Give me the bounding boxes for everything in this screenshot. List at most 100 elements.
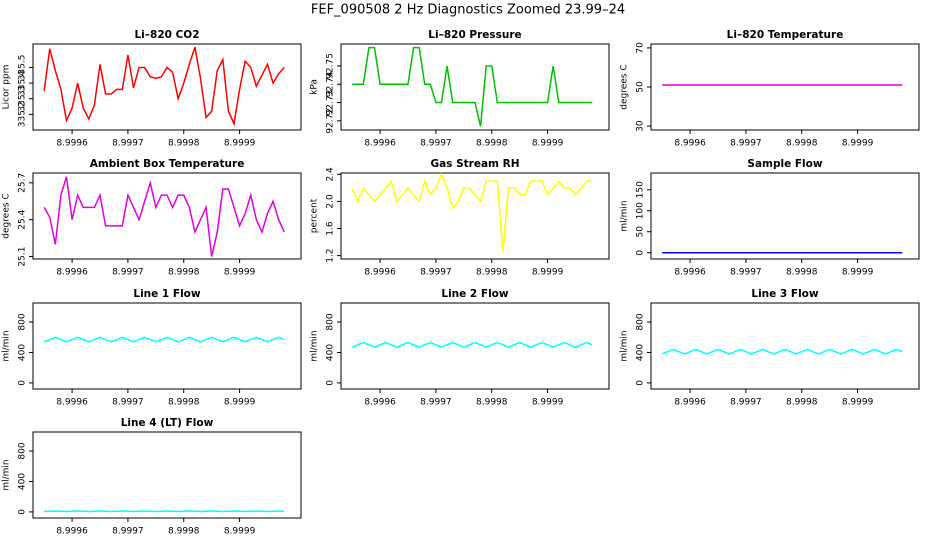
x-tick-label: 8.9996 — [56, 268, 88, 278]
x-tick-label: 8.9999 — [224, 139, 256, 149]
plot-frame — [650, 172, 920, 260]
y-tick-label: 400 — [636, 344, 646, 361]
data-line — [352, 46, 593, 127]
y-axis-label: ml/min — [620, 330, 630, 361]
x-tick-label: 8.9999 — [842, 139, 874, 149]
data-line — [44, 510, 285, 513]
y-axis-label: kPa — [310, 79, 320, 95]
panel-title: Li–820 Temperature — [727, 29, 844, 41]
y-tick-label: 0 — [18, 509, 28, 515]
y-tick-label: 100 — [636, 202, 646, 219]
y-tick-label: 1.2 — [326, 248, 336, 262]
x-tick-label: 8.9996 — [56, 139, 88, 149]
y-tick-label: 0 — [636, 380, 646, 386]
y-axis-label: ml/min — [310, 330, 320, 361]
y-tick-label: 2.4 — [326, 167, 336, 182]
x-tick-label: 8.9997 — [420, 139, 452, 149]
x-tick-label: 8.9997 — [112, 527, 144, 537]
y-tick-label: 400 — [18, 344, 28, 361]
panel-title: Li–820 CO2 — [134, 29, 199, 41]
y-axis-label: ml/min — [2, 459, 12, 490]
panel-title: Line 2 Flow — [441, 288, 508, 300]
y-tick-label: 2.0 — [326, 194, 336, 209]
x-tick-label: 8.9998 — [786, 139, 818, 149]
y-tick-label: 25.7 — [18, 173, 28, 193]
y-tick-label: 800 — [18, 313, 28, 330]
x-tick-label: 8.9998 — [168, 398, 200, 408]
x-tick-label: 8.9999 — [842, 398, 874, 408]
y-tick-label: 800 — [18, 442, 28, 459]
x-tick-label: 8.9999 — [532, 139, 564, 149]
plot-frame — [340, 172, 610, 260]
x-tick-label: 8.9999 — [532, 268, 564, 278]
y-tick-label: 400 — [18, 473, 28, 490]
y-tick-label: 25.4 — [18, 209, 28, 229]
x-tick-label: 8.9999 — [842, 268, 874, 278]
y-axis-label: percent — [310, 198, 320, 233]
y-tick-label: 1.6 — [326, 221, 336, 236]
y-axis-label: ml/min — [620, 200, 630, 231]
panel-title: Ambient Box Temperature — [90, 158, 245, 170]
panel-title: Line 1 Flow — [133, 288, 200, 300]
panel-title: Line 4 (LT) Flow — [121, 417, 214, 429]
plot-frame — [32, 431, 302, 519]
data-line — [43, 336, 285, 343]
x-tick-label: 8.9997 — [112, 398, 144, 408]
y-tick-label: 150 — [636, 181, 646, 198]
x-tick-label: 8.9999 — [224, 268, 256, 278]
y-tick-label: 92.72 — [326, 108, 336, 134]
x-tick-label: 8.9998 — [786, 398, 818, 408]
x-tick-label: 8.9996 — [364, 139, 396, 149]
plot-frame — [32, 172, 302, 260]
x-tick-label: 8.9999 — [532, 398, 564, 408]
y-tick-label: 92.73 — [326, 90, 336, 116]
data-line — [43, 46, 285, 127]
y-axis-label: degrees C — [620, 64, 630, 109]
figure-title: FEF_090508 2 Hz Diagnostics Zoomed 23.99… — [311, 3, 625, 18]
x-tick-label: 8.9996 — [674, 398, 706, 408]
x-tick-label: 8.9997 — [420, 268, 452, 278]
x-tick-label: 8.9997 — [730, 139, 762, 149]
y-tick-label: 335.3 — [18, 86, 28, 112]
x-tick-label: 8.9998 — [168, 268, 200, 278]
x-tick-label: 8.9996 — [674, 139, 706, 149]
x-tick-label: 8.9997 — [730, 398, 762, 408]
y-tick-label: 800 — [636, 313, 646, 330]
x-tick-label: 8.9997 — [112, 139, 144, 149]
y-tick-label: 335.5 — [18, 55, 28, 81]
panel-title: Line 3 Flow — [751, 288, 818, 300]
y-tick-label: 800 — [326, 313, 336, 330]
y-tick-label: 335.2 — [18, 101, 28, 127]
x-tick-label: 8.9996 — [364, 268, 396, 278]
x-tick-label: 8.9996 — [56, 527, 88, 537]
y-axis-label: Licor ppm — [2, 65, 12, 110]
data-line — [661, 348, 903, 355]
data-line — [351, 341, 593, 348]
panel-title: Gas Stream RH — [430, 158, 519, 170]
x-tick-label: 8.9997 — [112, 268, 144, 278]
x-tick-label: 8.9996 — [56, 398, 88, 408]
x-tick-label: 8.9999 — [224, 398, 256, 408]
y-tick-label: 400 — [326, 344, 336, 361]
y-tick-label: 70 — [636, 42, 646, 54]
x-tick-label: 8.9997 — [420, 398, 452, 408]
data-line — [351, 172, 593, 253]
y-tick-label: 92.75 — [326, 53, 336, 79]
plot-frame — [32, 43, 302, 131]
y-tick-label: 92.74 — [326, 71, 336, 97]
data-line — [43, 176, 285, 257]
y-tick-label: 25.1 — [18, 247, 28, 267]
x-tick-label: 8.9999 — [224, 527, 256, 537]
y-tick-label: 335.4 — [18, 70, 28, 96]
x-tick-label: 8.9996 — [364, 398, 396, 408]
x-tick-label: 8.9998 — [168, 527, 200, 537]
y-tick-label: 30 — [636, 120, 646, 132]
x-tick-label: 8.9998 — [168, 139, 200, 149]
y-axis-label: ml/min — [2, 330, 12, 361]
x-tick-label: 8.9998 — [476, 268, 508, 278]
x-tick-label: 8.9998 — [476, 139, 508, 149]
plot-frame — [340, 302, 610, 390]
y-tick-label: 0 — [326, 380, 336, 386]
